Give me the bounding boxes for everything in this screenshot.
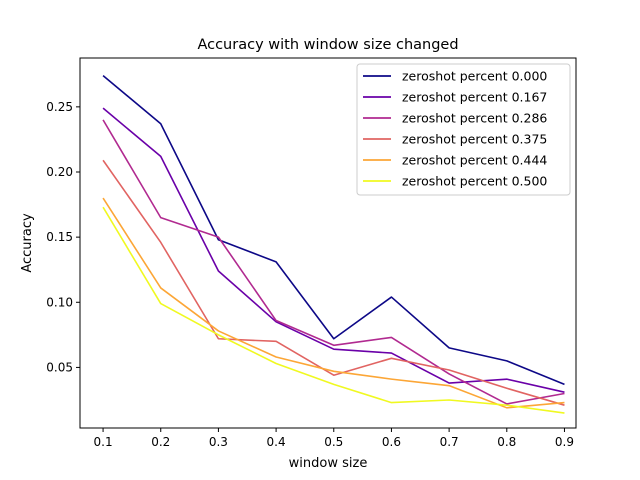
x-tick-label: 0.4 xyxy=(267,435,286,449)
y-tick-label: 0.20 xyxy=(46,165,73,179)
x-tick-label: 0.5 xyxy=(324,435,343,449)
legend-label: zeroshot percent 0.167 xyxy=(402,90,547,105)
legend-label: zeroshot percent 0.444 xyxy=(402,153,547,168)
x-tick-label: 0.2 xyxy=(151,435,170,449)
y-axis: 0.05 0.10 0.15 0.20 0.25 xyxy=(46,100,80,374)
plot-lines xyxy=(102,74,565,414)
y-tick-label: 0.10 xyxy=(46,295,73,309)
x-tick-label: 0.7 xyxy=(440,435,459,449)
legend: zeroshot percent 0.000 zeroshot percent 0… xyxy=(356,63,571,196)
chart-title: Accuracy with window size changed xyxy=(197,37,458,53)
x-tick-label: 0.6 xyxy=(382,435,401,449)
x-tick-label: 0.8 xyxy=(497,435,516,449)
plot-frame xyxy=(79,57,577,429)
x-axis: 0.1 0.2 0.3 0.4 0.5 0.6 0.7 0.8 0.9 xyxy=(94,428,574,449)
legend-label: zeroshot percent 0.375 xyxy=(402,132,547,147)
y-tick-label: 0.05 xyxy=(46,360,73,374)
series-line-1 xyxy=(102,107,565,393)
y-tick-label: 0.15 xyxy=(46,230,73,244)
y-tick-label: 0.25 xyxy=(46,100,73,114)
x-tick-label: 0.1 xyxy=(94,435,113,449)
x-tick-label: 0.3 xyxy=(209,435,228,449)
series-line-0 xyxy=(102,74,565,386)
legend-box xyxy=(356,63,571,196)
x-axis-label: window size xyxy=(289,456,368,471)
legend-label: zeroshot percent 0.000 xyxy=(402,69,547,84)
y-axis-label: Accuracy xyxy=(20,213,35,273)
series-line-4 xyxy=(102,197,565,409)
legend-label: zeroshot percent 0.286 xyxy=(402,111,547,126)
series-line-3 xyxy=(102,159,565,406)
legend-label: zeroshot percent 0.500 xyxy=(402,174,547,189)
series-line-5 xyxy=(102,206,565,414)
series-line-2 xyxy=(102,119,565,405)
x-tick-label: 0.9 xyxy=(555,435,574,449)
